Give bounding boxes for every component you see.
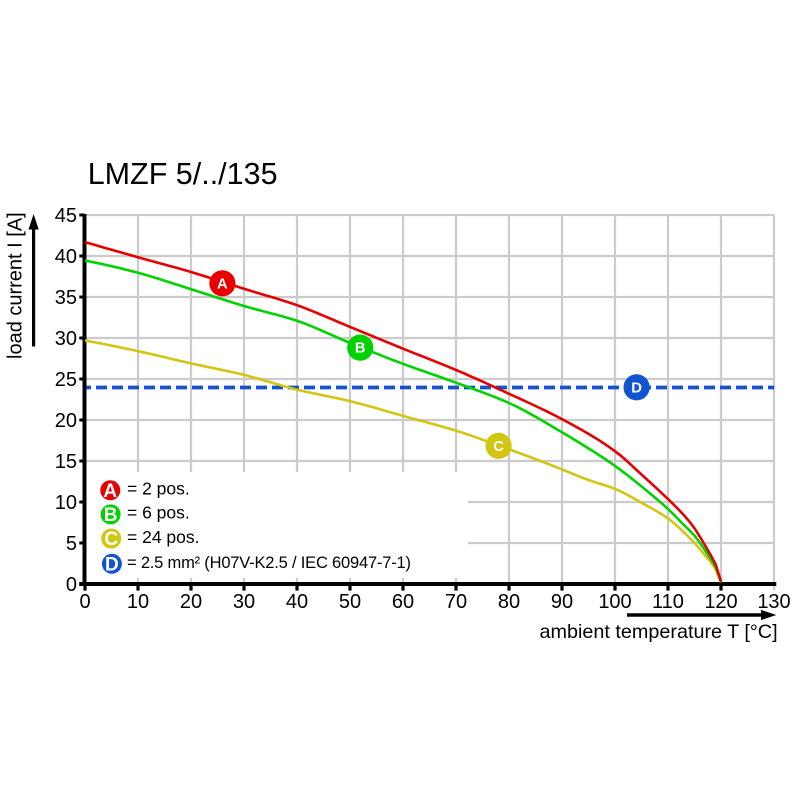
svg-text:30: 30 [55, 328, 77, 350]
svg-text:= 2.5 mm² (H07V-K2.5 / IEC 609: = 2.5 mm² (H07V-K2.5 / IEC 60947-7-1) [127, 554, 411, 572]
svg-text:110: 110 [652, 591, 684, 613]
svg-text:A: A [217, 276, 228, 292]
svg-text:40: 40 [55, 246, 77, 268]
svg-text:10: 10 [127, 591, 149, 613]
svg-text:10: 10 [55, 492, 77, 514]
svg-text:70: 70 [445, 591, 467, 613]
svg-text:90: 90 [551, 591, 573, 613]
svg-text:20: 20 [55, 410, 77, 432]
svg-text:ambient temperature T [°C]: ambient temperature T [°C] [540, 621, 778, 643]
svg-text:80: 80 [498, 591, 520, 613]
svg-text:100: 100 [598, 591, 631, 613]
svg-text:0: 0 [66, 574, 77, 596]
svg-text:0: 0 [79, 591, 90, 613]
svg-text:load current I [A]: load current I [A] [5, 212, 27, 359]
svg-text:= 2 pos.: = 2 pos. [127, 479, 190, 499]
svg-text:D: D [631, 380, 642, 396]
svg-text:120: 120 [704, 591, 737, 613]
svg-text:C: C [493, 439, 504, 455]
svg-text:25: 25 [55, 369, 77, 391]
svg-text:60: 60 [392, 591, 414, 613]
svg-text:LMZF 5/../135: LMZF 5/../135 [88, 157, 278, 191]
svg-text:= 6 pos.: = 6 pos. [127, 503, 190, 523]
svg-text:30: 30 [233, 591, 255, 613]
svg-text:45: 45 [55, 205, 77, 227]
svg-text:50: 50 [339, 591, 361, 613]
svg-text:5: 5 [66, 533, 77, 555]
svg-text:20: 20 [180, 591, 202, 613]
svg-text:40: 40 [286, 591, 308, 613]
svg-text:B: B [355, 341, 366, 357]
svg-text:B: B [104, 505, 118, 526]
svg-text:130: 130 [757, 591, 790, 613]
svg-text:C: C [104, 529, 118, 550]
svg-text:35: 35 [55, 287, 77, 309]
svg-text:A: A [103, 481, 117, 502]
svg-text:15: 15 [55, 451, 77, 473]
svg-text:= 24 pos.: = 24 pos. [127, 527, 200, 547]
svg-text:D: D [105, 554, 119, 575]
